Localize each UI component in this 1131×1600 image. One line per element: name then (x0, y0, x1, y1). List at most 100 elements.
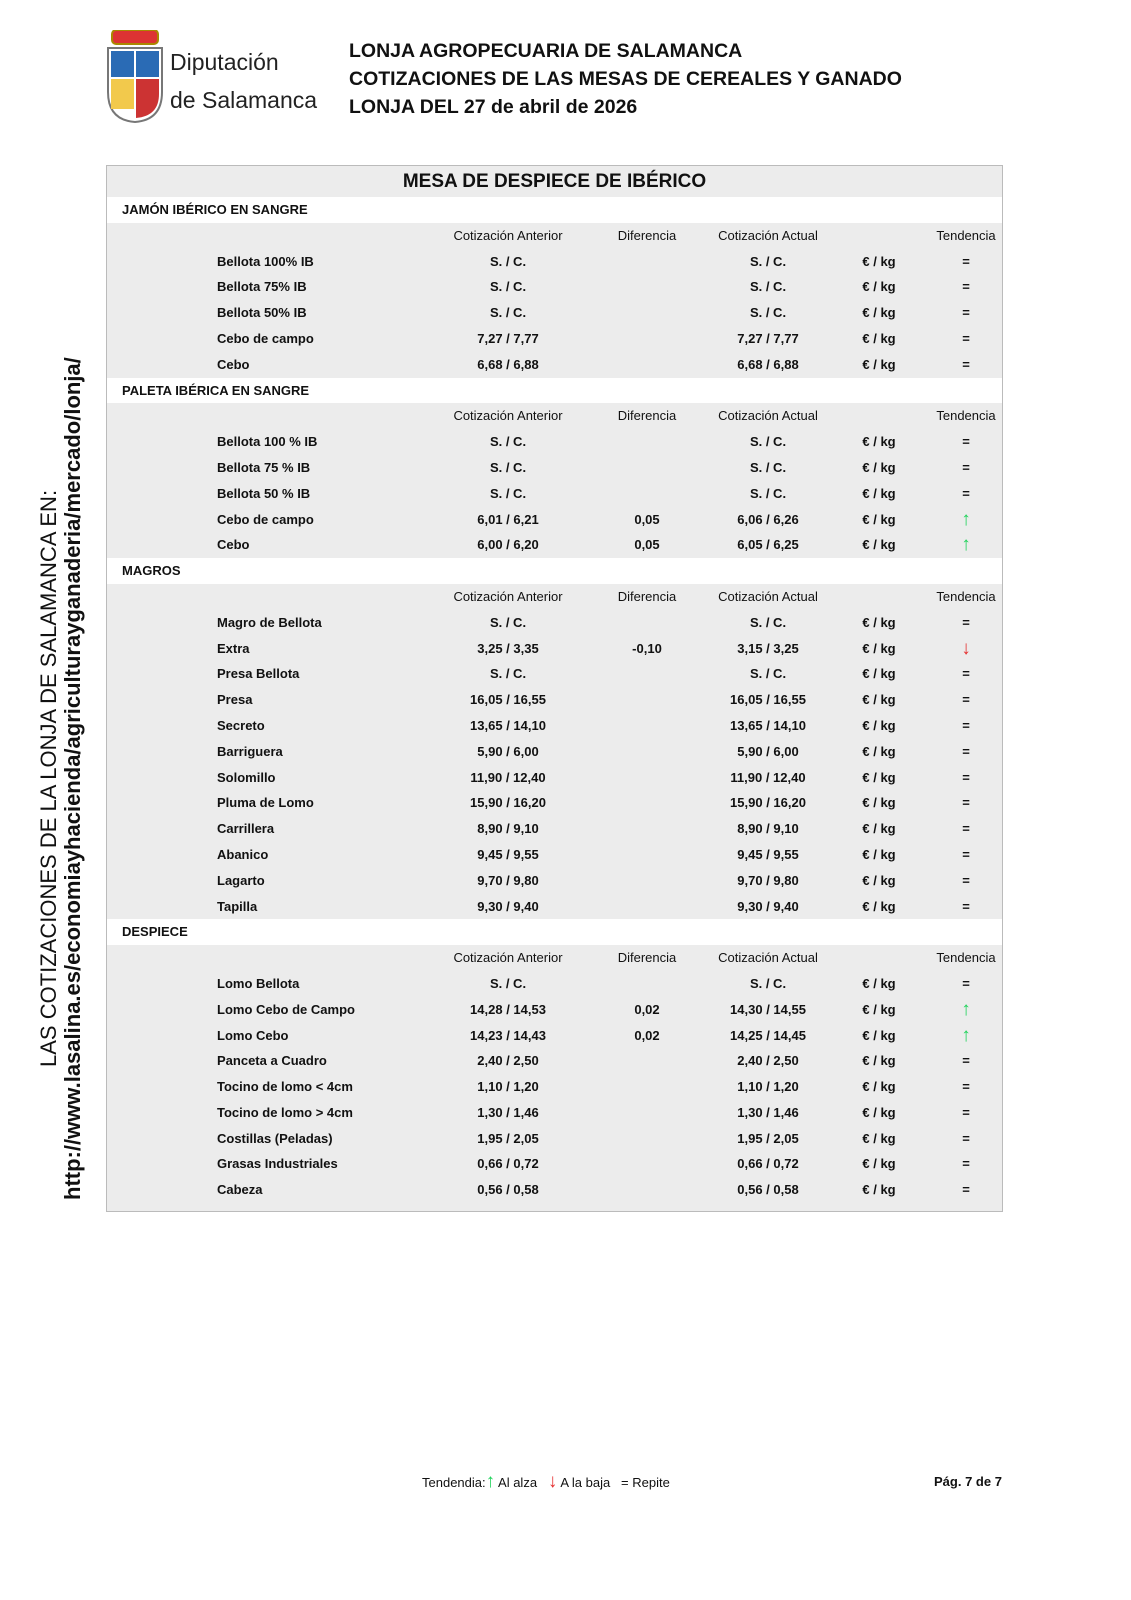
price-table: MESA DE DESPIECE DE IBÉRICO JAMÓN IBÉRIC… (106, 165, 1003, 1213)
product-name: Secreto (217, 717, 265, 733)
product-row: Panceta a Cuadro 2,40 / 2,50 2,40 / 2,50 € … (107, 1048, 1002, 1074)
column-label: Diferencia (617, 950, 677, 966)
product-row: Grasas Industriales 0,66 / 0,72 0,66 / 0,7… (107, 1151, 1002, 1177)
unit: € / kg (862, 356, 896, 372)
unit: € / kg (862, 1079, 896, 1095)
column-label: Tendencia (936, 950, 996, 966)
trend: ↑ (961, 998, 971, 1020)
product-row: Bellota 75 % IB S. / C. S. / C. € / kg = (107, 455, 1002, 481)
current-price: S. / C. (749, 434, 787, 450)
trend: = (962, 614, 970, 630)
previous-price: S. / C. (489, 666, 527, 682)
trend: = (962, 717, 970, 733)
current-price: 6,68 / 6,88 (737, 356, 799, 372)
previous-price: 7,27 / 7,77 (477, 330, 539, 346)
column-label: Diferencia (617, 408, 677, 424)
current-price: 0,56 / 0,58 (737, 1182, 799, 1198)
product-name: Grasas Industriales (217, 1156, 338, 1172)
title-line: COTIZACIONES DE LAS MESAS DE CEREALES Y … (349, 68, 902, 90)
product-name: Cebo de campo (217, 330, 314, 346)
product-name: Solomillo (217, 769, 276, 785)
trend: = (962, 330, 970, 346)
trend: = (962, 1053, 970, 1069)
difference: 0,02 (634, 1001, 660, 1017)
unit: € / kg (862, 1130, 896, 1146)
column-header: Cotización Anterior Diferencia Cotización … (107, 223, 1002, 249)
section-header: MAGROS (107, 558, 1002, 584)
current-price: 11,90 / 12,40 (730, 769, 806, 785)
previous-price: S. / C. (489, 485, 527, 501)
product-name: Bellota 100% IB (217, 253, 314, 269)
current-price: 1,30 / 1,46 (737, 1104, 799, 1120)
column-label: Cotización Anterior (453, 408, 563, 424)
legend-up-icon: ↑ (485, 1471, 496, 1492)
section-name: DESPIECE (122, 924, 188, 940)
trend: = (962, 305, 970, 321)
trend: = (962, 356, 970, 372)
current-price: 7,27 / 7,77 (737, 330, 799, 346)
previous-price: 6,00 / 6,20 (477, 537, 539, 553)
trend: = (962, 1156, 970, 1172)
trend: = (962, 975, 970, 991)
column-header: Cotización Anterior Diferencia Cotización … (107, 584, 1002, 610)
product-name: Barriguera (217, 743, 283, 759)
current-price: S. / C. (749, 279, 787, 295)
product-row: Tapilla 9,30 / 9,40 9,30 / 9,40 € / kg = (107, 894, 1002, 920)
trend: = (962, 485, 970, 501)
logo-shield (107, 30, 163, 124)
difference: -0,10 (632, 640, 662, 656)
difference: 0,02 (634, 1027, 660, 1043)
current-price: 1,95 / 2,05 (737, 1130, 799, 1146)
column-label: Tendencia (936, 408, 996, 424)
trend: ↓ (961, 637, 971, 659)
product-row: Magro de Bellota S. / C. S. / C. € / kg = (107, 610, 1002, 636)
page-number: Pág. 7 de 7 (934, 1474, 1002, 1489)
section-name: PALETA IBÉRICA EN SANGRE (122, 382, 310, 398)
product-row: Pluma de Lomo 15,90 / 16,20 15,90 / 16,20 €… (107, 790, 1002, 816)
product-row: Cebo 6,68 / 6,88 6,68 / 6,88 € / kg = (107, 352, 1002, 378)
product-row: Cebo de campo 7,27 / 7,77 7,27 / 7,77 € / k… (107, 326, 1002, 352)
previous-price: 9,45 / 9,55 (477, 846, 539, 862)
product-row: Bellota 100% IB S. / C. S. / C. € / kg = (107, 249, 1002, 275)
previous-price: 11,90 / 12,40 (470, 769, 546, 785)
unit: € / kg (862, 1053, 896, 1069)
unit: € / kg (862, 1104, 896, 1120)
product-row: Cebo 6,00 / 6,20 0,05 6,05 / 6,25 € / kg ↑ (107, 532, 1002, 558)
logo-text: de Salamanca (170, 87, 318, 113)
unit: € / kg (862, 640, 896, 656)
trend: = (962, 666, 970, 682)
product-name: Tapilla (217, 898, 258, 914)
legend-down: A la baja (560, 1475, 611, 1490)
side-url: http://www.lasalina.es/economiayhacienda… (60, 357, 85, 1200)
product-row: Bellota 75% IB S. / C. S. / C. € / kg = (107, 274, 1002, 300)
previous-price: 14,23 / 14,43 (470, 1027, 546, 1043)
product-row: Tocino de lomo > 4cm 1,30 / 1,46 1,30 / 1,… (107, 1100, 1002, 1126)
product-name: Costillas (Peladas) (217, 1130, 333, 1146)
unit: € / kg (862, 614, 896, 630)
current-price: S. / C. (749, 485, 787, 501)
previous-price: 1,10 / 1,20 (477, 1079, 539, 1095)
unit: € / kg (862, 330, 896, 346)
previous-price: S. / C. (489, 614, 527, 630)
trend: = (962, 434, 970, 450)
product-name: Pluma de Lomo (217, 795, 314, 811)
product-name: Tocino de lomo < 4cm (217, 1079, 353, 1095)
product-name: Cebo (217, 356, 250, 372)
side-text: LAS COTIZACIONES DE LA LONJA DE SALAMANC… (36, 489, 61, 1067)
current-price: 14,30 / 14,55 (730, 1001, 806, 1017)
trend: = (962, 692, 970, 708)
product-name: Bellota 50 % IB (217, 485, 311, 501)
legend-down-icon: ↓ (547, 1471, 558, 1492)
legend-up: Al alza (498, 1475, 538, 1490)
legend-equal: = Repite (621, 1475, 670, 1490)
trend: = (962, 1104, 970, 1120)
product-name: Cebo de campo (217, 511, 314, 527)
previous-price: S. / C. (489, 305, 527, 321)
product-row: Lomo Bellota S. / C. S. / C. € / kg = (107, 971, 1002, 997)
column-label: Cotización Actual (718, 227, 818, 243)
trend: = (962, 1182, 970, 1198)
unit: € / kg (862, 717, 896, 733)
product-row: Abanico 9,45 / 9,55 9,45 / 9,55 € / kg = (107, 842, 1002, 868)
current-price: S. / C. (749, 253, 787, 269)
trend: ↑ (961, 508, 971, 530)
